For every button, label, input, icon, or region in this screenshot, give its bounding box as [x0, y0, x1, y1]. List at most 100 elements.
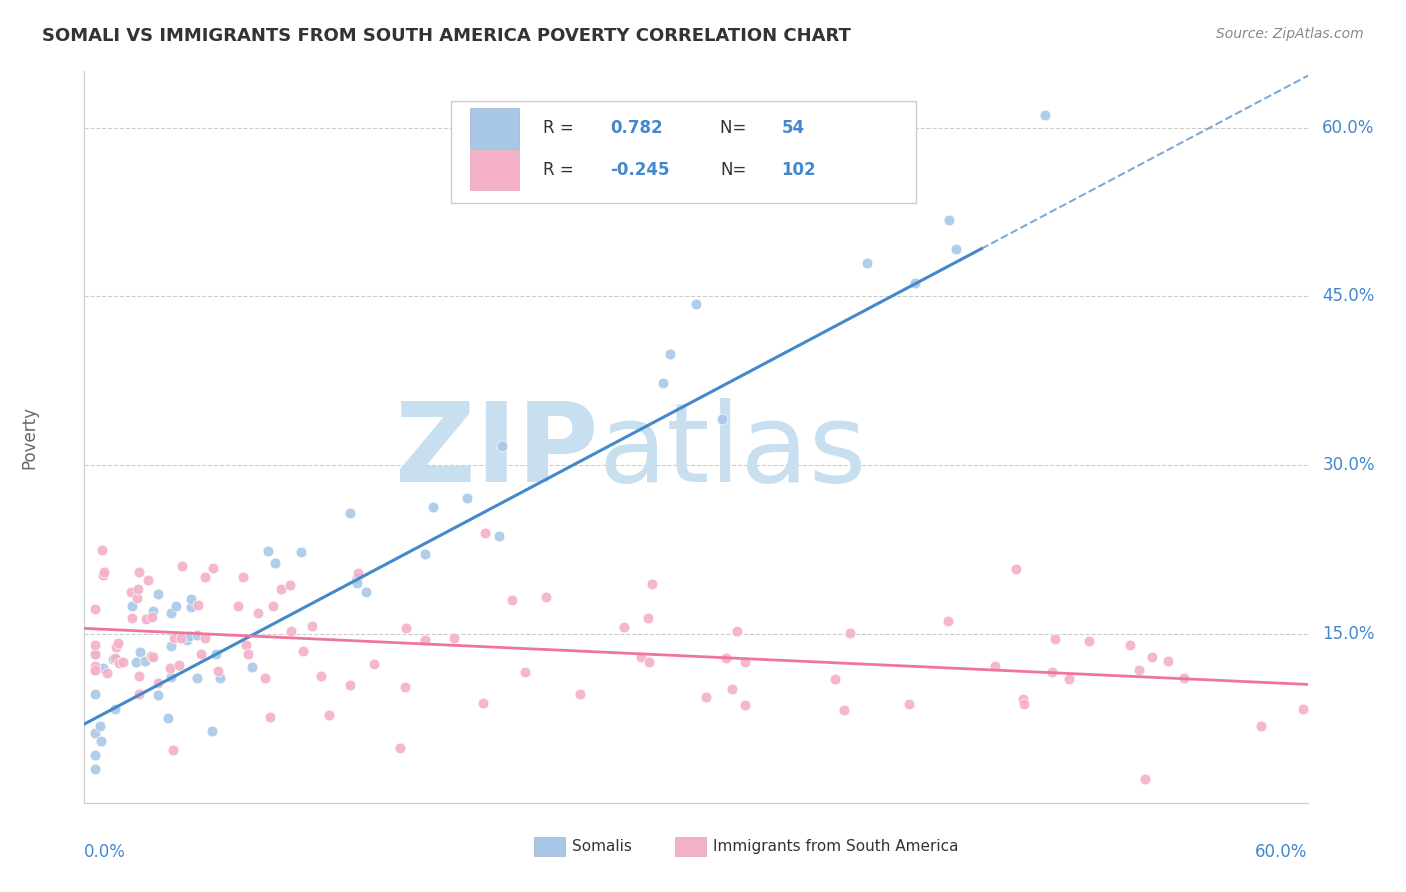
- Point: [388, 740, 411, 755]
- Point: [247, 606, 270, 620]
- Point: [128, 669, 150, 683]
- Point: [103, 652, 125, 666]
- Point: [127, 582, 149, 596]
- Text: 0.782: 0.782: [610, 120, 664, 137]
- Point: [201, 723, 224, 738]
- Point: [1156, 654, 1178, 668]
- Text: 15.0%: 15.0%: [1322, 625, 1375, 643]
- Point: [984, 658, 1007, 673]
- Point: [89, 719, 111, 733]
- Text: 60.0%: 60.0%: [1256, 843, 1308, 861]
- Point: [456, 491, 478, 505]
- Point: [346, 571, 368, 585]
- Point: [83, 762, 105, 776]
- Point: [346, 575, 368, 590]
- Point: [347, 566, 370, 580]
- FancyBboxPatch shape: [470, 150, 519, 190]
- Point: [148, 688, 170, 702]
- Point: [1057, 672, 1080, 686]
- Point: [695, 690, 717, 705]
- Point: [824, 673, 846, 687]
- Point: [135, 612, 157, 626]
- Point: [125, 591, 148, 605]
- Point: [125, 655, 148, 669]
- Point: [838, 625, 860, 640]
- Point: [204, 648, 226, 662]
- Point: [83, 663, 105, 677]
- Point: [253, 671, 276, 685]
- Point: [83, 602, 105, 616]
- Point: [280, 578, 302, 592]
- Point: [641, 577, 664, 591]
- Point: [1291, 701, 1313, 715]
- Text: N=: N=: [720, 120, 752, 137]
- Point: [1012, 692, 1035, 706]
- Point: [180, 591, 202, 606]
- Text: atlas: atlas: [598, 398, 866, 505]
- Point: [259, 709, 281, 723]
- Point: [309, 669, 332, 683]
- Point: [363, 657, 385, 671]
- Point: [491, 439, 513, 453]
- Point: [413, 632, 436, 647]
- Point: [142, 604, 165, 618]
- Point: [1140, 649, 1163, 664]
- FancyBboxPatch shape: [451, 101, 917, 203]
- Point: [356, 584, 378, 599]
- Point: [176, 632, 198, 647]
- Point: [1119, 638, 1142, 652]
- Point: [108, 656, 131, 670]
- Point: [162, 743, 184, 757]
- Point: [128, 565, 150, 579]
- Point: [395, 621, 418, 635]
- Point: [166, 599, 188, 613]
- Point: [93, 565, 115, 579]
- Point: [339, 677, 361, 691]
- Point: [264, 556, 287, 570]
- Point: [160, 670, 183, 684]
- Point: [83, 747, 105, 762]
- Point: [167, 658, 190, 673]
- Point: [83, 687, 105, 701]
- Point: [1128, 663, 1150, 677]
- Point: [207, 664, 229, 678]
- Point: [1005, 562, 1028, 576]
- Point: [190, 648, 212, 662]
- Point: [727, 624, 749, 638]
- Point: [107, 635, 129, 649]
- Point: [856, 256, 879, 270]
- Text: Source: ZipAtlas.com: Source: ZipAtlas.com: [1216, 27, 1364, 41]
- Point: [630, 650, 652, 665]
- Text: SOMALI VS IMMIGRANTS FROM SOUTH AMERICA POVERTY CORRELATION CHART: SOMALI VS IMMIGRANTS FROM SOUTH AMERICA …: [42, 27, 851, 45]
- Point: [1078, 634, 1101, 648]
- Point: [128, 645, 150, 659]
- Point: [257, 543, 280, 558]
- Point: [240, 660, 263, 674]
- Point: [105, 652, 128, 666]
- Point: [159, 640, 181, 654]
- Text: Poverty: Poverty: [20, 406, 38, 468]
- Point: [720, 681, 742, 696]
- Point: [187, 598, 209, 612]
- Point: [111, 656, 134, 670]
- Point: [134, 654, 156, 668]
- Point: [83, 647, 105, 661]
- Point: [202, 561, 225, 575]
- Point: [685, 297, 707, 311]
- Point: [90, 543, 112, 558]
- Point: [104, 640, 127, 655]
- Point: [148, 676, 170, 690]
- Point: [83, 663, 105, 677]
- Point: [1045, 632, 1067, 646]
- Point: [318, 707, 340, 722]
- Point: [710, 411, 733, 425]
- Point: [148, 587, 170, 601]
- Text: 30.0%: 30.0%: [1322, 456, 1375, 475]
- Text: 102: 102: [782, 161, 817, 179]
- Point: [121, 611, 143, 625]
- Point: [1040, 665, 1063, 680]
- Point: [301, 619, 323, 633]
- Point: [91, 661, 114, 675]
- Point: [235, 638, 257, 652]
- Point: [270, 582, 292, 596]
